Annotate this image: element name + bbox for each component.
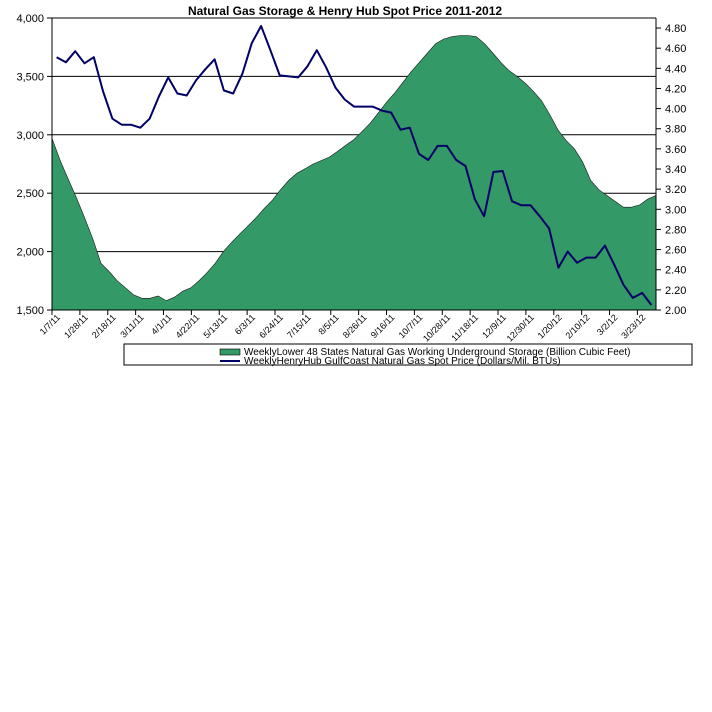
price-line-layer (56, 25, 653, 306)
left-axis-ticks: 1,500 2,000 2,500 3,000 3,500 4,000 (16, 13, 52, 317)
right-axis-ticks: 2.00 2.20 2.40 2.60 2.80 3.00 3.20 3.40 3.60 3.80… (656, 23, 686, 317)
y2-tick-label: 4.00 (665, 104, 686, 116)
y2-tick-label: 2.80 (665, 224, 686, 236)
legend-label-price: WeeklyHenryHub GulfCoast Natural Gas Spo… (244, 356, 561, 367)
legend-box (123, 343, 693, 366)
y2-tick-label: 4.80 (665, 23, 686, 35)
price-line (56, 25, 653, 306)
legend: WeeklyLower 48 States Natural Gas Workin… (123, 343, 693, 367)
y-tick-label: 3,500 (16, 71, 44, 83)
y-tick-label: 3,000 (16, 130, 44, 142)
storage-area (51, 35, 657, 311)
y2-tick-label: 4.20 (665, 83, 686, 95)
y2-tick-label: 4.60 (665, 43, 686, 55)
y2-tick-label: 3.40 (665, 164, 686, 176)
chart-title: Natural Gas Storage & Henry Hub Spot Pri… (188, 4, 502, 18)
y-tick-label: 4,000 (16, 13, 44, 25)
y2-tick-label: 2.60 (665, 245, 686, 257)
storage-area-layer (51, 35, 657, 311)
y2-tick-label: 3.60 (665, 144, 686, 156)
axes (51, 17, 657, 311)
y2-tick-label: 4.40 (665, 63, 686, 75)
y2-tick-label: 3.00 (665, 204, 686, 216)
y-tick-label: 1,500 (16, 305, 44, 317)
y2-tick-label: 2.00 (665, 305, 686, 317)
legend-swatch-storage (219, 348, 241, 356)
y2-tick-label: 2.40 (665, 265, 686, 277)
y2-tick-label: 3.20 (665, 184, 686, 196)
y-tick-label: 2,500 (16, 188, 44, 200)
y2-tick-label: 3.80 (665, 124, 686, 136)
legend-label-storage: WeeklyLower 48 States Natural Gas Workin… (244, 347, 630, 358)
y-tick-label: 2,000 (16, 247, 44, 259)
y2-tick-label: 2.20 (665, 285, 686, 297)
